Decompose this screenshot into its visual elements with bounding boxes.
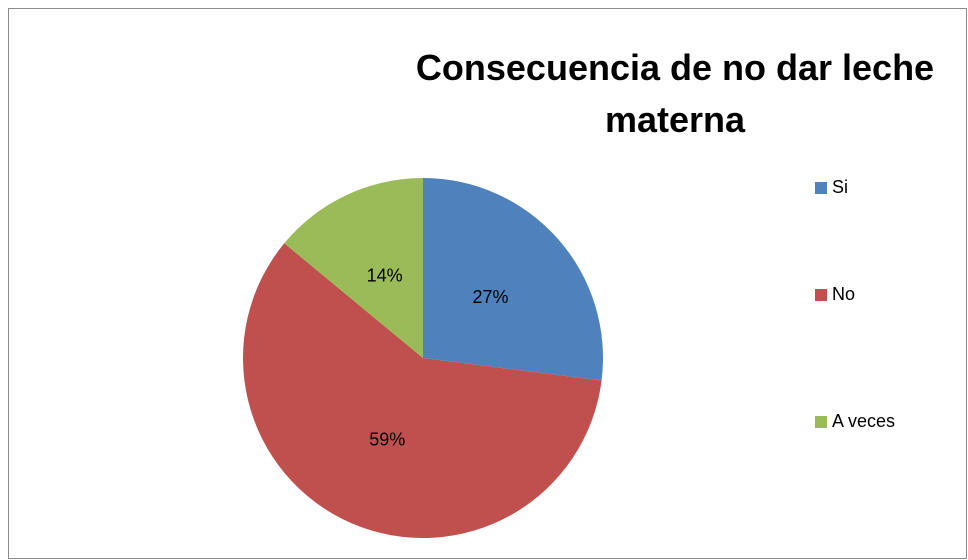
legend-swatch	[815, 289, 827, 301]
legend-label: Si	[832, 177, 848, 197]
data-label: 14%	[367, 265, 403, 285]
data-label: 59%	[369, 429, 405, 449]
pie-slice	[423, 178, 603, 381]
pie-slice	[242, 243, 602, 539]
legend-label: No	[832, 284, 855, 304]
legend-swatch	[815, 182, 827, 194]
pie-slice	[284, 178, 423, 358]
data-label: 27%	[472, 287, 508, 307]
chart-title: Consecuencia de no dar leche materna	[415, 47, 935, 140]
legend-label: A veces	[832, 411, 895, 431]
legend-swatch	[815, 416, 827, 428]
